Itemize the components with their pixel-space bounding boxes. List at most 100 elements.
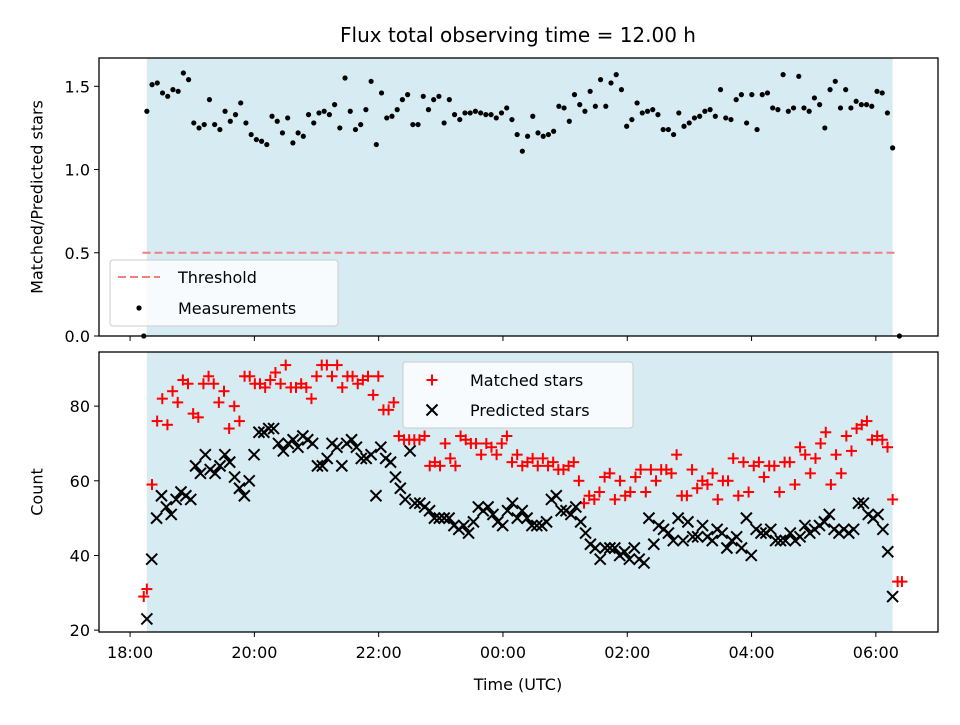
measurement-point xyxy=(467,110,473,116)
predicted-star-point xyxy=(496,519,509,532)
measurement-point xyxy=(738,92,744,98)
matched-star-point xyxy=(835,467,847,479)
measurement-point xyxy=(822,125,828,131)
matched-star-point xyxy=(743,486,755,498)
measurement-point xyxy=(410,121,416,128)
predicted-star-point xyxy=(598,541,612,555)
measurement-point xyxy=(754,126,760,133)
matched-star-point xyxy=(527,452,539,464)
predicted-star-point xyxy=(671,511,685,525)
matched-star-point xyxy=(815,437,827,449)
predicted-star-point xyxy=(691,530,704,544)
matched-star-point xyxy=(475,449,487,461)
measurement-point xyxy=(592,103,598,109)
predicted-star-point xyxy=(394,482,407,495)
matched-star-point xyxy=(213,396,225,408)
predicted-star-point xyxy=(155,489,168,502)
matched-star-point xyxy=(362,370,374,382)
matched-star-point xyxy=(233,415,245,427)
predicted-star-point xyxy=(681,515,695,529)
matched-star-point xyxy=(573,475,585,487)
predicted-star-point xyxy=(320,452,334,465)
predicted-star-point xyxy=(540,515,553,529)
predicted-star-point xyxy=(389,470,402,484)
measurement-point xyxy=(670,131,677,138)
measurement-point xyxy=(556,103,562,109)
matched-star-point xyxy=(182,378,194,390)
predicted-star-point xyxy=(623,552,636,566)
matched-star-point xyxy=(804,467,816,479)
measurement-point xyxy=(483,112,489,118)
measurement-point xyxy=(629,116,635,123)
measurement-point xyxy=(890,145,896,151)
counts-y-axis-label: Count xyxy=(28,468,47,516)
measurement-point xyxy=(498,110,505,116)
matched-star-point xyxy=(444,452,456,464)
measurement-point xyxy=(274,118,280,124)
predicted-star-point xyxy=(184,493,197,506)
matched-star-point xyxy=(547,456,559,468)
predicted-star-point xyxy=(818,515,831,529)
measurement-point xyxy=(321,108,327,114)
measurement-point xyxy=(175,88,181,94)
measurement-point xyxy=(650,107,656,113)
x-tick-label: 18:00 xyxy=(107,643,153,662)
predicted-star-point xyxy=(550,489,563,502)
predicted-stars-legend-label: Predicted stars xyxy=(470,401,590,420)
measurement-point xyxy=(582,108,588,114)
measurement-point xyxy=(399,97,405,103)
predicted-star-point xyxy=(335,459,349,473)
x-tick-label: 22:00 xyxy=(356,643,402,662)
predicted-star-point xyxy=(886,590,899,603)
measurement-point xyxy=(165,93,171,99)
matched-star-point xyxy=(197,378,209,390)
measurement-point xyxy=(676,110,682,116)
matched-star-point xyxy=(208,378,220,390)
measurement-point xyxy=(149,82,155,88)
predicted-star-point xyxy=(554,504,568,517)
predicted-star-point xyxy=(213,459,227,473)
counts-legend: Matched stars Predicted stars xyxy=(402,361,634,429)
measurement-point xyxy=(514,131,520,138)
predicted-star-point xyxy=(252,426,266,439)
measurement-point xyxy=(384,115,390,121)
measurement-point xyxy=(358,121,364,128)
matched-star-point xyxy=(789,479,801,491)
matched-star-point xyxy=(367,389,379,401)
matched-star-point xyxy=(347,370,359,382)
predicted-star-point xyxy=(745,549,758,562)
matched-star-point xyxy=(614,475,626,487)
matched-star-point xyxy=(259,381,271,393)
matched-star-point xyxy=(305,393,317,405)
measurement-point xyxy=(801,105,807,111)
predicted-star-point xyxy=(667,534,680,547)
measurement-point xyxy=(493,115,499,121)
measurement-point xyxy=(180,70,186,76)
predicted-star-point xyxy=(593,552,607,566)
matched-star-point xyxy=(727,452,739,464)
predicted-star-point xyxy=(764,523,777,536)
predicted-star-point xyxy=(165,508,178,521)
predicted-star-point xyxy=(798,519,812,532)
measurement-point xyxy=(806,108,812,114)
measurement-point xyxy=(618,87,625,93)
matched-star-point xyxy=(280,359,292,371)
measurement-point xyxy=(347,108,353,114)
predicted-star-point xyxy=(857,496,870,510)
predicted-star-point xyxy=(223,455,236,469)
predicted-star-point xyxy=(291,440,305,454)
predicted-star-point xyxy=(316,459,329,473)
measurement-point xyxy=(608,80,614,86)
counts-axes-frame xyxy=(98,351,939,633)
matched-star-point xyxy=(773,486,785,498)
matched-star-point xyxy=(707,467,719,479)
measurement-point xyxy=(451,112,458,118)
measurement-point xyxy=(853,98,859,104)
measurement-point xyxy=(770,105,776,111)
measurement-point xyxy=(723,115,729,121)
measurement-point xyxy=(863,102,870,108)
measurement-point xyxy=(639,110,645,116)
measurement-point xyxy=(154,80,160,86)
measurement-point xyxy=(869,103,875,109)
matched-star-point xyxy=(439,437,451,449)
